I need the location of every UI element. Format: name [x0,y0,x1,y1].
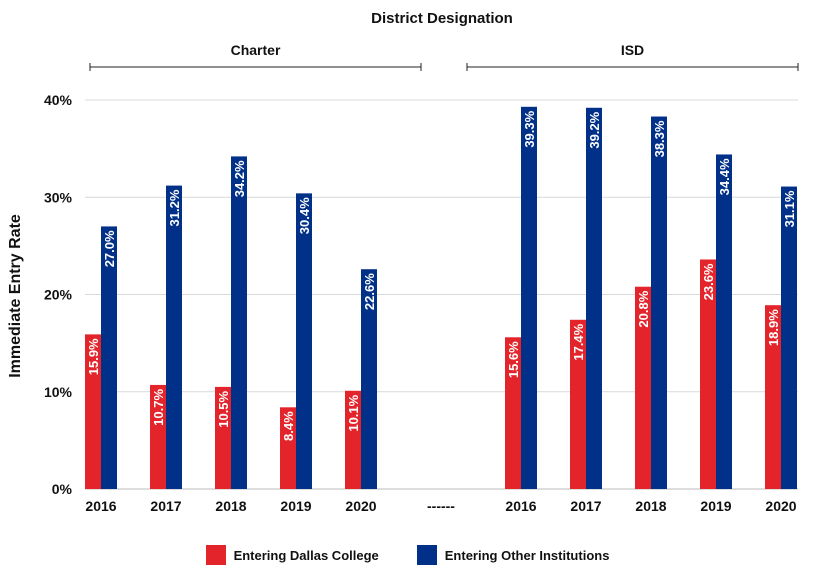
y-tick-label: 0% [52,481,73,497]
bar-data-label: 18.9% [766,309,781,346]
bar-data-label: 22.6% [362,273,377,310]
bar-data-label: 27.0% [102,230,117,267]
x-tick-label: 2020 [345,498,376,514]
y-tick-label: 30% [44,189,73,205]
bar-data-label: 23.6% [701,263,716,300]
bar [505,337,521,489]
x-tick-label: 2020 [765,498,796,514]
bar [716,154,732,489]
bar-data-label: 38.3% [652,120,667,157]
x-tick-label: 2017 [570,498,601,514]
y-tick-label: 40% [44,92,73,108]
bar [166,185,182,489]
bar-data-label: 31.1% [782,190,797,227]
legend-swatch-other [416,545,437,565]
x-tick-label: 2019 [700,498,731,514]
y-tick-label: 20% [44,287,73,303]
x-tick-label: 2019 [280,498,311,514]
legend-swatch-dallas [205,545,226,565]
x-tick-label: 2018 [635,498,666,514]
bar [345,390,361,489]
group-header-label: Charter [231,42,281,58]
bar [700,259,716,489]
bar [150,384,166,489]
y-axis-label: Immediate Entry Rate [7,214,24,378]
bar [215,386,231,489]
bar [765,305,781,489]
bar-data-label: 30.4% [297,197,312,234]
bar [635,286,651,489]
group-headers: Charter ISD [89,42,799,71]
bar [570,319,586,489]
bar-data-label: 39.2% [587,111,602,148]
bar-data-label: 17.4% [571,323,586,360]
y-tick-labels: 0% 10% 20% 30% 40% [44,92,73,497]
bar [231,156,247,489]
bar [651,116,667,489]
x-tick-label: 2017 [150,498,181,514]
bar [101,226,117,490]
bar-data-label: 15.6% [506,341,521,378]
bar-data-label: 10.5% [216,390,231,427]
bar-data-label: 39.3% [522,110,537,147]
bar [296,193,312,490]
bar-data-label: 10.7% [151,389,166,426]
x-tick-label: 2016 [505,498,536,514]
bar [361,269,377,489]
legend-item-other: Entering Other Institutions [416,545,610,565]
bars: 15.9% 27.0% 10.7% 31.2% 10.5% 34.2% 8.4% 30.4% 1… [85,106,797,490]
x-tick-labels: 2016 2017 2018 2019 2020 2016 2017 2018 2019 2020 [85,498,796,514]
bar [586,107,602,489]
legend-label-other: Entering Other Institutions [444,547,610,563]
x-tick-label: 2016 [85,498,116,514]
bar-data-label: 8.4% [281,411,296,441]
bar [781,186,797,490]
bar-data-label: 31.2% [167,189,182,226]
x-tick-label: 2018 [215,498,246,514]
bar-data-label: 15.9% [86,338,101,375]
y-tick-label: 10% [44,384,73,400]
gridlines [85,99,798,490]
bar-data-label: 20.8% [636,290,651,327]
legend-label-dallas: Entering Dallas College [233,547,379,563]
chart-title: District Designation [371,10,513,27]
bar-data-label: 34.4% [717,158,732,195]
bar-data-label: 34.2% [232,160,247,197]
group-header-label: ISD [621,42,644,58]
bar-data-label: 10.1% [346,394,361,431]
legend: Entering Dallas College Entering Other I… [0,545,815,565]
legend-item-dallas: Entering Dallas College [205,545,379,565]
bar [85,334,101,489]
bar [280,407,296,489]
group-separator: ------ [427,498,455,514]
bar [521,106,537,490]
